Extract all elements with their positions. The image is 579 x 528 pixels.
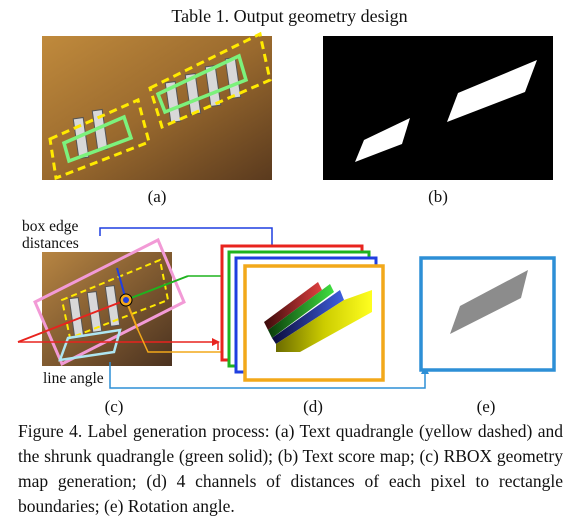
panel-label-a: (a)	[147, 187, 167, 206]
panel-label-e: (e)	[476, 397, 496, 416]
box-edge-distances-label: box edge distances	[22, 218, 79, 252]
panel-d-channels	[220, 244, 385, 382]
pink-rbox	[33, 237, 186, 367]
panel-e-image	[419, 256, 556, 372]
box-edge-line1: box edge	[22, 218, 79, 235]
green-shrunk-quad-1	[61, 114, 134, 164]
yellow-dashed-quad-2	[148, 31, 272, 130]
panel-a-image	[42, 31, 272, 181]
panel-label-b: (b)	[428, 187, 448, 206]
figure-caption: Figure 4. Label generation process: (a) …	[18, 421, 563, 516]
panel-label-c: (c)	[104, 397, 124, 416]
line-angle-label: line angle	[43, 370, 104, 387]
panel-c-image	[17, 237, 189, 367]
box-edge-line2: distances	[22, 235, 79, 252]
panel-label-d: (d)	[303, 397, 323, 416]
table-title: Table 1. Output geometry design	[171, 6, 408, 26]
green-shrunk-quad-2	[155, 53, 249, 115]
panel-b-image	[323, 36, 553, 180]
figure-illustration	[17, 31, 556, 389]
yellow-dashed-quad-1	[48, 97, 151, 181]
